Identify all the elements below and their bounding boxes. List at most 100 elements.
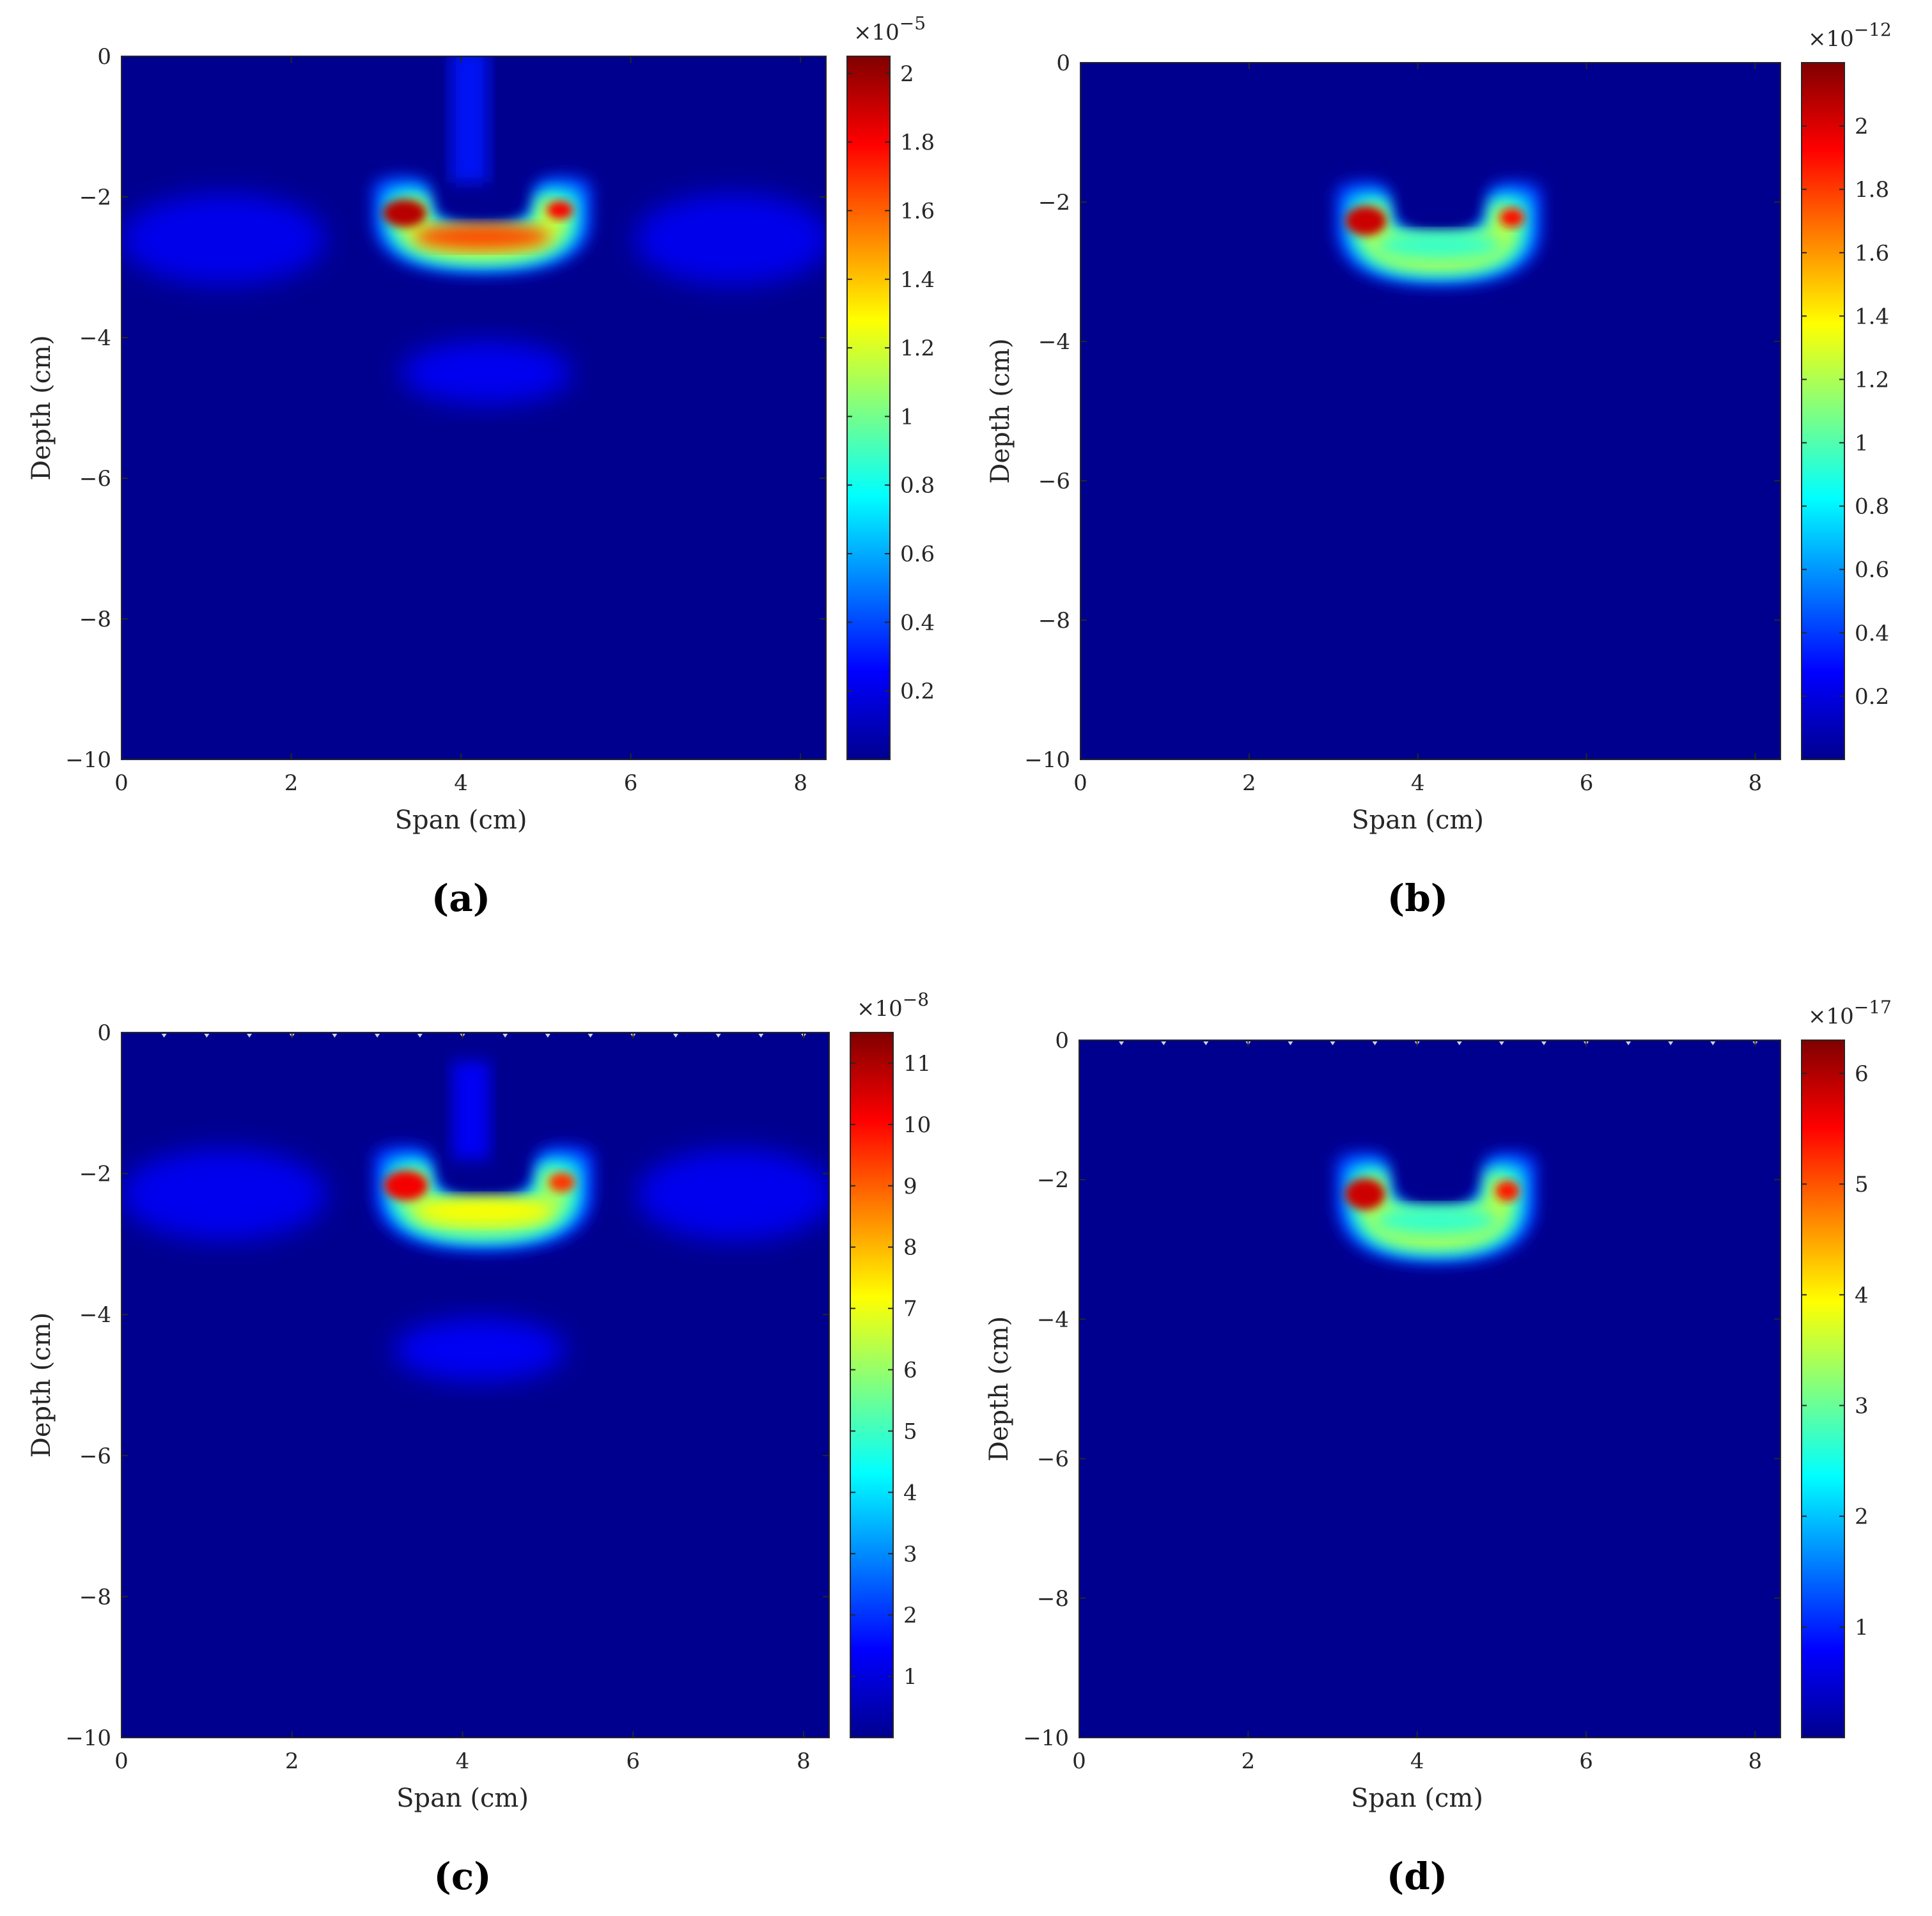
surface-marker [375,1034,380,1038]
x-tick-label: 4 [456,1749,470,1774]
side-lobe-left [121,193,325,285]
hotspot-right [547,201,573,219]
y-tick-label: 0 [1055,1028,1069,1054]
y-tick-label: −2 [1038,190,1070,215]
y-tick-label: −10 [65,747,111,773]
surface-marker [588,1034,593,1038]
colorbar-tick-label: 1 [1855,431,1869,456]
surface-marker [1161,1041,1167,1045]
surface-marker [1668,1041,1674,1045]
y-axis-label: Depth (cm) [27,335,56,480]
y-axis-label: Depth (cm) [27,1312,56,1458]
colorbar-tick-label: 1 [1855,1615,1869,1640]
u-shape-band [416,1197,552,1225]
hotspot-right [1499,208,1525,228]
colorbar-tick-label: 2 [1855,114,1869,139]
y-tick-label: 0 [1056,51,1070,76]
surface-marker [502,1034,508,1038]
colorbar-multiplier-base: ×10 [857,996,903,1022]
y-tick-label: −4 [1038,329,1070,355]
colorbar [1801,1040,1845,1738]
colorbar-tick-label: 4 [1855,1282,1869,1308]
surface-marker [1203,1041,1209,1045]
colorbar [1801,62,1845,760]
heatmap-background [1080,63,1780,759]
x-tick-label: 4 [1411,770,1425,796]
chart-panel-d: 0 2 4 6 8 0 −2 −4 −6 −8 −10 Span (cm) Depth (cm) 1 2 3 4… [985,997,1892,1898]
chart-panel-b: 0 2 4 6 8 0 −2 −4 −6 −8 −10 Span (cm) Depth (cm) 0.2 0… [986,19,1892,920]
heatmap-field [1336,1151,1537,1264]
y-tick-label: −10 [1023,1725,1069,1751]
panel-label: (c) [433,1855,491,1898]
colorbar-tick-label: 0.2 [1855,684,1889,710]
heatmap-field [121,1061,829,1382]
surface-markers [161,1034,806,1038]
panel-label: (a) [432,876,490,920]
colorbar-multiplier: ×10−8 [857,989,929,1022]
y-tick-label: −2 [1037,1167,1069,1193]
x-tick-label: 0 [114,770,129,796]
heatmap-background [1079,1040,1780,1738]
surface-marker [1288,1041,1293,1045]
x-tick-label: 0 [1073,770,1087,796]
colorbar-multiplier-base: ×10 [1808,26,1854,52]
x-tick-label: 4 [454,770,468,796]
colorbar-multiplier: ×10−12 [1808,19,1892,52]
surface-marker [715,1034,721,1038]
y-axis-label: Depth (cm) [985,1316,1014,1461]
x-tick-label: 2 [1242,770,1256,796]
colorbar-tick-label: 1.2 [1855,367,1889,393]
surface-marker [545,1034,550,1038]
surface-marker [1710,1041,1716,1045]
heatmap-field [1336,181,1543,286]
colorbar-tick-label: 0.4 [1855,621,1889,646]
hotspot-right [1495,1181,1520,1201]
x-tick-label: 6 [626,1749,640,1774]
axes-frame [121,56,827,760]
top-column [452,1061,490,1160]
colorbar-tick-label: 11 [903,1051,931,1077]
y-tick-label: −6 [1038,469,1070,494]
axes-frame [121,1032,830,1738]
lower-blob [401,341,572,405]
y-tick-label: −6 [79,1444,111,1469]
colorbar-multiplier: ×10−17 [1808,997,1892,1029]
colorbar-tick-label: 3 [1855,1393,1869,1419]
colorbar-tick-label: 6 [1855,1061,1869,1087]
x-axis-label: Span (cm) [395,806,527,835]
x-tick-label: 8 [1749,770,1763,796]
hotspot-left [1345,206,1387,236]
colorbar-tick-label: 2 [900,61,914,87]
axes-frame [1080,62,1781,760]
surface-marker [1541,1041,1546,1045]
colorbar-tick-label: 0.8 [900,473,935,499]
colorbar-tick-label: 0.2 [900,679,935,705]
y-tick-label: −8 [1037,1586,1069,1612]
x-tick-label: 0 [114,1749,129,1774]
colorbar-tick-label: 10 [903,1112,931,1138]
surface-marker [332,1034,338,1038]
lower-blob [394,1318,565,1382]
colorbar-tick-label: 5 [903,1419,917,1444]
colorbar-tick-label: 1.8 [900,130,935,155]
colorbar-tick-label: 0.6 [900,541,935,567]
surface-marker [247,1034,253,1038]
colorbar-tick-label: 1 [900,404,914,430]
colorbar-tick-label: 1.6 [900,198,935,224]
panel-label: (b) [1387,876,1448,920]
x-tick-label: 8 [793,770,807,796]
colorbar-multiplier-base: ×10 [1808,1004,1854,1029]
heatmap-field [121,56,826,405]
x-axis-label: Span (cm) [1351,1784,1483,1813]
x-tick-label: 2 [284,770,299,796]
chart-panel-c: 0 2 4 6 8 0 −2 −4 −6 −8 −10 Span (cm) Depth (cm) 1 2 3 4… [27,989,931,1898]
panel-label: (d) [1387,1855,1447,1898]
axes-frame [1079,1040,1781,1738]
colorbar-tick-label: 2 [1855,1504,1869,1530]
colorbar-multiplier-exponent: −8 [903,989,929,1010]
x-axis-label: Span (cm) [396,1784,529,1813]
colorbar-tick-label: 1.6 [1855,240,1889,266]
colorbar-tick-label: 1 [903,1664,917,1690]
u-shape-band [1374,1206,1499,1236]
